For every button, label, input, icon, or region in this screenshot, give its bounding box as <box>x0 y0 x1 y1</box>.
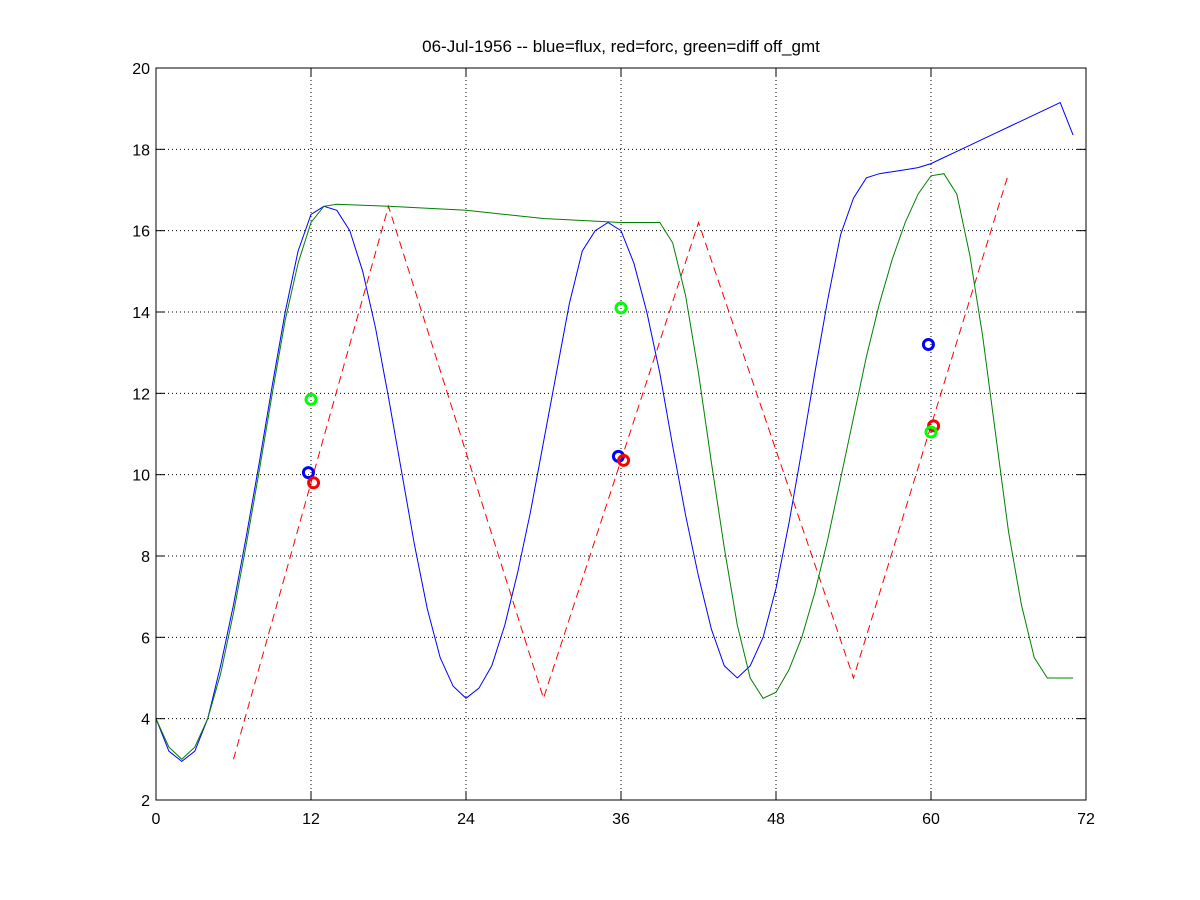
x-tick-label: 60 <box>922 811 940 828</box>
y-tick-label: 18 <box>132 142 150 159</box>
marker-point-diff <box>924 425 938 439</box>
x-tick-label: 36 <box>612 811 630 828</box>
y-tick-label: 8 <box>141 549 150 566</box>
series-line-forc <box>233 173 1009 760</box>
marker-point-forc <box>307 476 321 490</box>
y-tick-label: 10 <box>132 468 150 485</box>
y-tick-label: 12 <box>132 386 150 403</box>
marker-point-forc <box>617 453 631 467</box>
marker-points <box>301 301 941 490</box>
y-tick-label: 4 <box>141 712 150 729</box>
y-tick-label: 16 <box>132 224 150 241</box>
series-line-diff <box>155 173 1074 760</box>
marker-point-forc <box>927 419 941 433</box>
y-tick-label: 20 <box>132 61 150 78</box>
chart-title: 06-Jul-1956 -- blue=flux, red=forc, gree… <box>422 37 820 56</box>
y-tick-label: 6 <box>141 630 150 647</box>
marker-point-flux <box>301 466 315 480</box>
y-tick-label: 2 <box>141 793 150 810</box>
marker-point-diff <box>304 392 318 406</box>
x-tick-label: 72 <box>1077 811 1095 828</box>
y-tick-label: 14 <box>132 305 150 322</box>
marker-point-flux <box>921 338 935 352</box>
x-tick-label: 24 <box>457 811 475 828</box>
series-line-flux <box>155 101 1074 763</box>
x-tick-label: 0 <box>152 811 161 828</box>
marker-point-diff <box>614 301 628 315</box>
axes <box>155 67 1087 801</box>
x-tick-label: 12 <box>302 811 320 828</box>
x-tick-label: 48 <box>767 811 785 828</box>
